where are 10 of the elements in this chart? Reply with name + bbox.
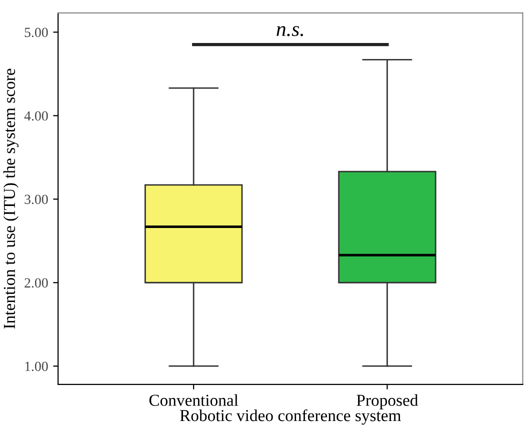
- annotation: n.s.: [276, 26, 303, 36]
- x-tick-label: Proposed: [356, 394, 418, 410]
- y-tick-label: 1.00: [25, 362, 48, 372]
- y-tick-label: 4.00: [24, 111, 48, 121]
- y-tick-label: 2.00: [24, 278, 48, 288]
- y-tick-label: 5.00: [24, 28, 48, 38]
- x-tick-label: Conventional: [149, 394, 238, 406]
- y-tick-label: 3.00: [24, 194, 48, 204]
- x-axis-title: Robotic video conference system: [180, 409, 401, 425]
- y-axis-title: Intention to use (ITU) the system score: [3, 68, 18, 329]
